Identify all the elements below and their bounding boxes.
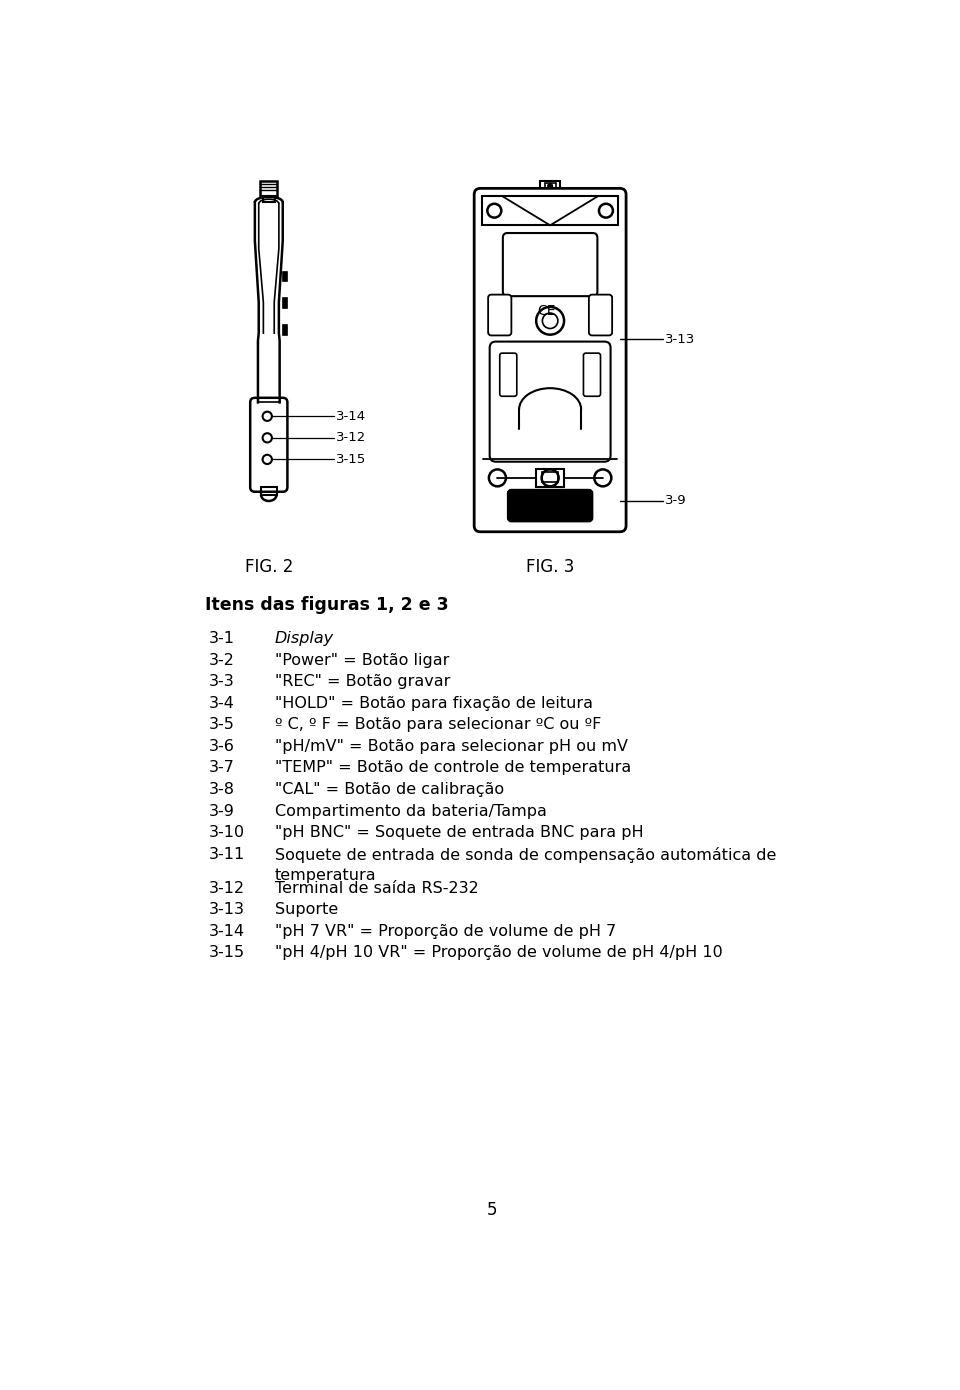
Text: 3-15: 3-15	[336, 453, 367, 466]
Text: temperatura: temperatura	[275, 869, 376, 883]
Text: 3-9: 3-9	[209, 803, 235, 819]
Bar	[261, 486, 276, 495]
Text: 3-10: 3-10	[209, 826, 245, 840]
Text: "pH 7 VR" = Proporção de volume de pH 7: "pH 7 VR" = Proporção de volume de pH 7	[275, 924, 616, 938]
Bar	[544, 183, 556, 190]
Text: º C, º F = Botão para selecionar ºC ou ºF: º C, º F = Botão para selecionar ºC ou º…	[275, 717, 601, 733]
FancyBboxPatch shape	[500, 353, 516, 396]
Text: FIG. 3: FIG. 3	[526, 557, 574, 575]
Text: Terminal de saída RS-232: Terminal de saída RS-232	[275, 881, 479, 895]
Text: 3-13: 3-13	[209, 902, 245, 917]
FancyBboxPatch shape	[474, 189, 626, 532]
FancyBboxPatch shape	[251, 398, 287, 492]
Text: Display: Display	[275, 631, 334, 646]
Text: "Power" = Botão ligar: "Power" = Botão ligar	[275, 653, 449, 667]
Text: 3-4: 3-4	[209, 696, 235, 710]
Circle shape	[599, 204, 612, 218]
Circle shape	[541, 470, 559, 486]
Bar	[283, 299, 287, 307]
FancyBboxPatch shape	[490, 342, 611, 461]
Text: "pH/mV" = Botão para selecionar pH ou mV: "pH/mV" = Botão para selecionar pH ou mV	[275, 739, 628, 753]
Circle shape	[263, 455, 272, 464]
Circle shape	[594, 470, 612, 486]
Bar	[540, 181, 561, 195]
Text: "TEMP" = Botão de controle de temperatura: "TEMP" = Botão de controle de temperatur…	[275, 760, 632, 776]
Text: 3-15: 3-15	[209, 945, 245, 960]
FancyBboxPatch shape	[488, 295, 512, 335]
Text: 3-14: 3-14	[336, 410, 367, 423]
FancyBboxPatch shape	[588, 295, 612, 335]
Text: "REC" = Botão gravar: "REC" = Botão gravar	[275, 674, 450, 689]
Circle shape	[489, 470, 506, 486]
Circle shape	[488, 204, 501, 218]
Circle shape	[263, 434, 272, 442]
Text: 3-6: 3-6	[209, 739, 235, 753]
Text: 3-12: 3-12	[336, 431, 367, 445]
FancyBboxPatch shape	[508, 491, 592, 521]
Text: "CAL" = Botão de calibração: "CAL" = Botão de calibração	[275, 783, 504, 796]
Text: 3-8: 3-8	[209, 783, 235, 796]
Text: 3-11: 3-11	[209, 847, 246, 862]
Bar	[283, 271, 287, 281]
Bar	[263, 196, 275, 202]
Circle shape	[263, 411, 272, 421]
Text: FIG. 2: FIG. 2	[245, 557, 293, 575]
Text: Compartimento da bateria/Tampa: Compartimento da bateria/Tampa	[275, 803, 547, 819]
Text: Itens das figuras 1, 2 e 3: Itens das figuras 1, 2 e 3	[205, 596, 449, 614]
Circle shape	[548, 183, 552, 189]
Text: 3-7: 3-7	[209, 760, 235, 776]
Text: Suporte: Suporte	[275, 902, 338, 917]
Text: "HOLD" = Botão para fixação de leitura: "HOLD" = Botão para fixação de leitura	[275, 696, 593, 710]
Bar	[482, 196, 618, 225]
Bar	[542, 471, 558, 482]
FancyBboxPatch shape	[584, 353, 601, 396]
Bar	[283, 325, 287, 335]
Text: CE: CE	[538, 304, 556, 318]
Circle shape	[537, 307, 564, 335]
Text: 3-2: 3-2	[209, 653, 235, 667]
Bar	[260, 181, 277, 196]
Circle shape	[542, 313, 558, 328]
Text: 3-12: 3-12	[209, 881, 245, 895]
Text: "pH BNC" = Soquete de entrada BNC para pH: "pH BNC" = Soquete de entrada BNC para p…	[275, 826, 643, 840]
Text: 3-5: 3-5	[209, 717, 235, 733]
Text: 3-1: 3-1	[209, 631, 235, 646]
Text: 3-13: 3-13	[665, 332, 695, 346]
Text: 5: 5	[487, 1201, 497, 1219]
Text: 3-9: 3-9	[665, 495, 686, 507]
Text: "pH 4/pH 10 VR" = Proporção de volume de pH 4/pH 10: "pH 4/pH 10 VR" = Proporção de volume de…	[275, 945, 723, 960]
FancyBboxPatch shape	[503, 234, 597, 296]
Text: 3-3: 3-3	[209, 674, 235, 689]
Bar	[537, 468, 564, 486]
Text: 3-14: 3-14	[209, 924, 245, 938]
Text: Soquete de entrada de sonda de compensação automática de: Soquete de entrada de sonda de compensaç…	[275, 847, 777, 863]
